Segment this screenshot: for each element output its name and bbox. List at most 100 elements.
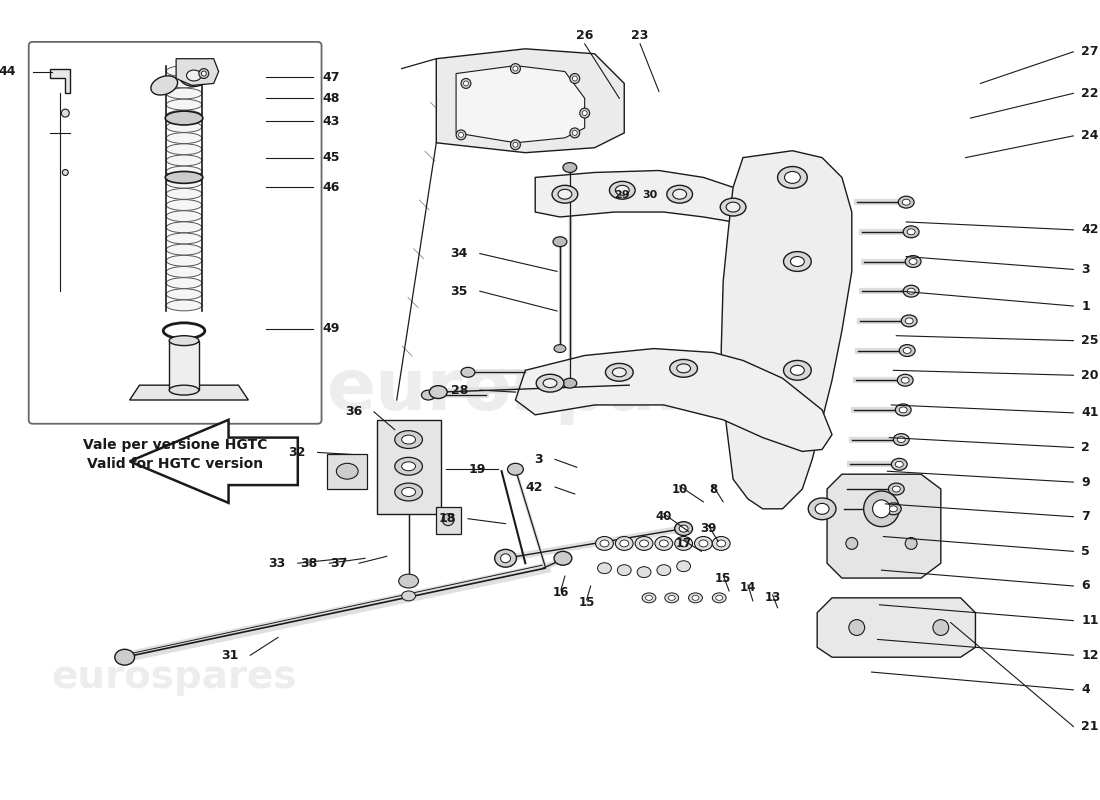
Text: 32: 32: [288, 446, 306, 459]
Ellipse shape: [692, 595, 698, 600]
Ellipse shape: [720, 198, 746, 216]
Ellipse shape: [563, 162, 576, 173]
Ellipse shape: [895, 462, 903, 467]
Ellipse shape: [783, 252, 811, 271]
Ellipse shape: [635, 537, 653, 550]
Polygon shape: [51, 69, 70, 94]
Ellipse shape: [910, 258, 917, 265]
Text: 40: 40: [656, 510, 672, 523]
Text: 25: 25: [1081, 334, 1099, 347]
Text: 29: 29: [615, 190, 630, 200]
Ellipse shape: [605, 363, 634, 382]
Ellipse shape: [903, 286, 920, 297]
Ellipse shape: [617, 565, 631, 575]
Ellipse shape: [500, 554, 510, 562]
Ellipse shape: [902, 199, 910, 205]
Ellipse shape: [395, 458, 422, 475]
Ellipse shape: [395, 430, 422, 449]
Ellipse shape: [166, 66, 201, 77]
Text: 1: 1: [1081, 299, 1090, 313]
Ellipse shape: [421, 390, 436, 400]
FancyBboxPatch shape: [29, 42, 321, 424]
Polygon shape: [516, 349, 832, 451]
Ellipse shape: [905, 318, 913, 324]
Circle shape: [849, 620, 865, 635]
Polygon shape: [176, 58, 219, 86]
Ellipse shape: [429, 386, 448, 398]
Ellipse shape: [716, 595, 723, 600]
Text: 18: 18: [439, 512, 456, 526]
Ellipse shape: [900, 407, 908, 413]
Ellipse shape: [667, 186, 693, 203]
Ellipse shape: [901, 378, 910, 383]
Ellipse shape: [717, 540, 726, 547]
Ellipse shape: [166, 266, 201, 278]
Text: 13: 13: [764, 591, 781, 604]
Text: 19: 19: [469, 462, 486, 476]
Ellipse shape: [166, 133, 201, 143]
Polygon shape: [328, 454, 367, 489]
Ellipse shape: [778, 166, 807, 188]
Circle shape: [572, 76, 578, 81]
Circle shape: [570, 74, 580, 83]
Ellipse shape: [895, 404, 911, 416]
Text: 10: 10: [671, 482, 688, 495]
Ellipse shape: [889, 483, 904, 495]
Ellipse shape: [166, 99, 201, 110]
Ellipse shape: [639, 540, 649, 547]
Ellipse shape: [791, 257, 804, 266]
Ellipse shape: [689, 593, 703, 603]
Ellipse shape: [536, 374, 564, 392]
Text: Valid for HGTC version: Valid for HGTC version: [87, 458, 263, 471]
Ellipse shape: [169, 336, 199, 346]
Polygon shape: [437, 507, 461, 534]
Ellipse shape: [507, 463, 524, 475]
Circle shape: [463, 81, 469, 86]
Text: 17: 17: [675, 537, 692, 550]
Circle shape: [570, 128, 580, 138]
Ellipse shape: [713, 593, 726, 603]
Circle shape: [510, 64, 520, 74]
Ellipse shape: [646, 595, 652, 600]
Text: eurospares: eurospares: [327, 356, 783, 425]
Ellipse shape: [679, 525, 689, 532]
Ellipse shape: [165, 171, 202, 183]
Text: 27: 27: [1081, 46, 1099, 58]
Text: eurospares: eurospares: [52, 658, 297, 696]
Ellipse shape: [179, 65, 209, 86]
Text: 2: 2: [1081, 441, 1090, 454]
Text: 15: 15: [579, 596, 595, 610]
Ellipse shape: [402, 435, 416, 444]
Circle shape: [63, 170, 68, 175]
Circle shape: [459, 132, 463, 138]
Ellipse shape: [892, 486, 900, 492]
Circle shape: [199, 69, 209, 78]
Ellipse shape: [674, 537, 693, 550]
Ellipse shape: [166, 300, 201, 311]
Text: 6: 6: [1081, 579, 1090, 593]
Text: 21: 21: [1081, 720, 1099, 733]
Ellipse shape: [151, 76, 177, 95]
Circle shape: [580, 108, 590, 118]
Ellipse shape: [402, 462, 416, 470]
Text: 36: 36: [344, 406, 362, 418]
Ellipse shape: [726, 202, 740, 212]
Polygon shape: [817, 598, 976, 658]
Text: 5: 5: [1081, 545, 1090, 558]
Text: 42: 42: [526, 481, 543, 494]
Ellipse shape: [886, 503, 901, 514]
Ellipse shape: [905, 255, 921, 267]
Text: 47: 47: [322, 71, 340, 84]
Polygon shape: [827, 474, 940, 578]
Text: 8: 8: [710, 482, 717, 495]
Ellipse shape: [890, 506, 898, 512]
Circle shape: [456, 130, 466, 140]
Circle shape: [582, 110, 587, 115]
Ellipse shape: [166, 199, 201, 210]
Ellipse shape: [659, 540, 669, 547]
Text: 15: 15: [715, 571, 732, 585]
Ellipse shape: [783, 361, 811, 380]
Ellipse shape: [166, 244, 201, 255]
Ellipse shape: [166, 289, 201, 300]
Circle shape: [513, 66, 518, 71]
